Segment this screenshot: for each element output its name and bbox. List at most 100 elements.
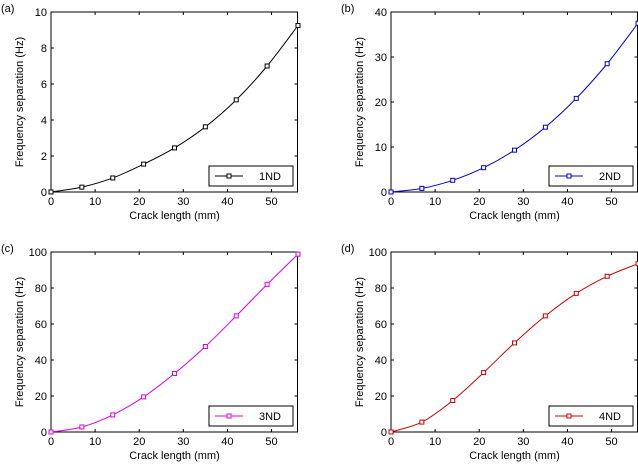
data-point [79, 424, 85, 430]
x-axis-label: Crack length (mm) [469, 210, 559, 222]
data-point [48, 429, 54, 435]
series-line-3ND [50, 253, 299, 433]
data-point [481, 370, 487, 376]
y-tick-label: 30 [375, 52, 387, 64]
x-tick-label: 10 [89, 196, 101, 208]
x-tick-label: 10 [89, 436, 101, 448]
y-tick-label: 0 [381, 427, 387, 439]
x-tick-label: 20 [473, 196, 485, 208]
data-point [264, 63, 270, 69]
data-point [172, 145, 177, 151]
x-tick-label: 50 [265, 436, 277, 448]
y-tick-label: 100 [29, 247, 47, 259]
data-point [450, 398, 456, 403]
panel-label: (a) [1, 3, 14, 15]
x-tick-label: 30 [517, 196, 529, 208]
data-point [512, 147, 517, 153]
legend-label: 3ND [259, 411, 281, 423]
legend: 2ND [548, 165, 634, 187]
legend-label: 1ND [259, 171, 281, 183]
legend: 4ND [548, 405, 634, 427]
x-tick-label: 0 [48, 196, 54, 208]
x-axis-label: Crack length (mm) [129, 210, 219, 222]
legend-label: 4ND [599, 411, 621, 423]
x-tick-label: 50 [605, 196, 617, 208]
x-tick-label: 20 [133, 436, 145, 448]
data-point [419, 419, 425, 425]
legend-marker [226, 413, 232, 419]
x-tick-label: 0 [388, 196, 394, 208]
panel-c: (c) 0 10 20 30 40 50 0 20 40 60 80 100 Crack length (… [1, 243, 301, 462]
legend-marker [226, 173, 232, 179]
data-point [295, 251, 301, 257]
axes-box [50, 11, 298, 193]
data-point [264, 281, 270, 287]
y-tick-label: 40 [375, 7, 387, 19]
y-tick-label: 4 [41, 115, 47, 127]
y-axis-label: Frequency separation (Hz) [354, 37, 366, 167]
y-tick-label: 60 [35, 319, 47, 331]
data-point [388, 429, 394, 435]
data-point [635, 261, 638, 267]
x-tick-label: 40 [221, 196, 233, 208]
legend-box [548, 165, 634, 187]
data-point [512, 340, 517, 346]
x-tick-label: 0 [48, 436, 54, 448]
data-point [233, 97, 239, 103]
legend-label: 2ND [599, 171, 621, 183]
y-tick-label: 80 [375, 283, 387, 295]
y-tick-label: 40 [375, 355, 387, 367]
x-tick-label: 10 [429, 436, 441, 448]
x-tick-label: 40 [221, 436, 233, 448]
data-point [202, 124, 208, 130]
legend-marker [566, 413, 572, 419]
x-tick-label: 40 [561, 196, 573, 208]
y-tick-label: 20 [375, 391, 387, 403]
panel-d: (d) 0 10 20 30 40 50 0 20 40 60 80 100 Crack length (… [341, 243, 638, 462]
x-tick-label: 40 [561, 436, 573, 448]
x-tick-label: 30 [177, 436, 189, 448]
x-tick-label: 50 [605, 436, 617, 448]
y-axis-label: Frequency separation (Hz) [14, 277, 26, 407]
data-point [481, 165, 487, 171]
legend-box [548, 405, 634, 427]
data-point [573, 95, 579, 101]
axes-box [390, 11, 638, 193]
data-point [172, 371, 177, 376]
x-tick-label: 30 [517, 436, 529, 448]
data-point [542, 313, 548, 319]
data-point [110, 175, 116, 181]
data-point [48, 189, 54, 195]
data-point [388, 189, 394, 195]
data-point [295, 23, 301, 28]
y-tick-label: 10 [375, 142, 387, 154]
x-axis-label: Crack length (mm) [129, 450, 219, 462]
y-tick-label: 6 [41, 79, 47, 91]
y-tick-label: 60 [375, 319, 387, 331]
x-tick-label: 10 [429, 196, 441, 208]
y-tick-label: 80 [35, 283, 47, 295]
data-point [419, 185, 425, 191]
data-point [141, 394, 147, 400]
x-tick-label: 50 [265, 196, 277, 208]
data-point [450, 177, 456, 183]
y-tick-label: 8 [41, 43, 47, 55]
x-tick-label: 20 [473, 436, 485, 448]
y-axis-label: Frequency separation (Hz) [354, 277, 366, 407]
data-point [233, 313, 239, 319]
x-axis-label: Crack length (mm) [469, 450, 559, 462]
legend-box [208, 165, 294, 187]
legend-box [208, 405, 294, 427]
data-point [79, 184, 85, 190]
data-point [141, 161, 147, 167]
data-point [604, 61, 610, 67]
data-point [110, 412, 116, 418]
data-point [202, 344, 208, 349]
y-tick-label: 10 [35, 7, 47, 19]
y-tick-label: 40 [35, 355, 47, 367]
y-axis-label: Frequency separation (Hz) [14, 37, 26, 167]
y-tick-label: 20 [375, 97, 387, 109]
data-point [604, 273, 610, 279]
